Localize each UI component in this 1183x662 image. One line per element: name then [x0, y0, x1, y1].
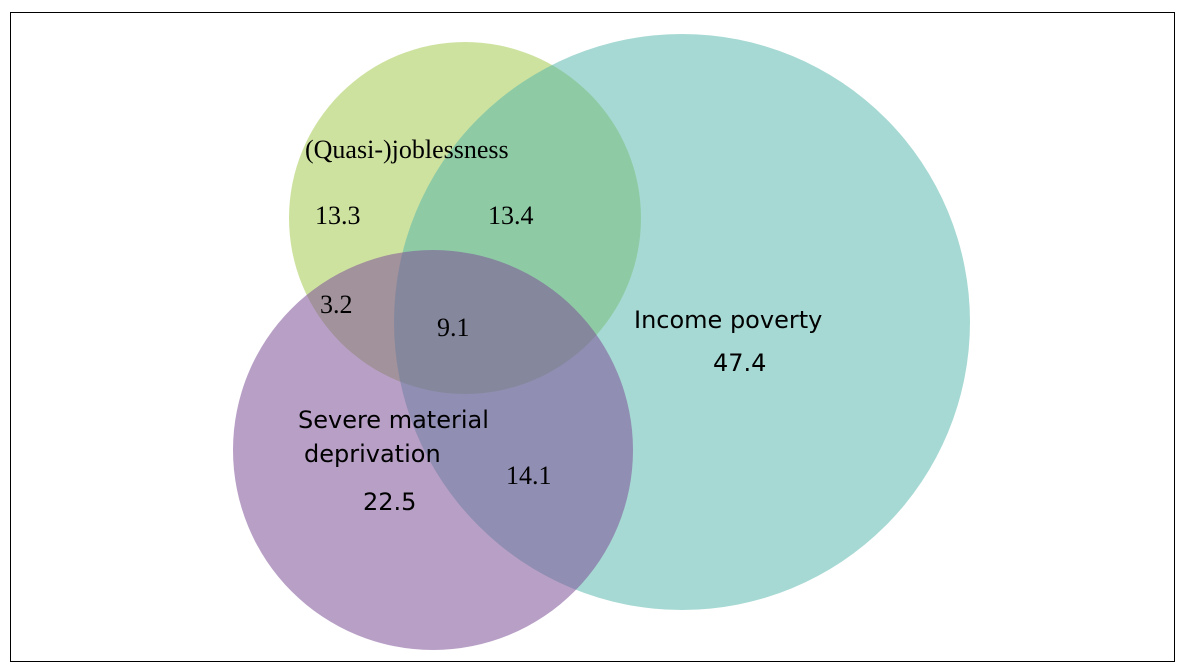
- value-income-deprivation: 14.1: [506, 461, 552, 490]
- value-jobless-income: 13.4: [488, 201, 534, 230]
- value-income-only: 47.4: [713, 349, 766, 377]
- deprivation-circle: [233, 250, 633, 650]
- income-poverty-label: Income poverty: [634, 306, 822, 334]
- value-jobless-only: 13.3: [315, 201, 361, 230]
- deprivation-label-line2: deprivation: [304, 440, 441, 468]
- value-jobless-deprivation: 3.2: [320, 290, 353, 319]
- value-deprivation-only: 22.5: [363, 488, 416, 516]
- jobless-label: (Quasi-)joblessness: [305, 135, 509, 164]
- value-all-three: 9.1: [437, 313, 470, 342]
- deprivation-label-line1: Severe material: [298, 406, 489, 434]
